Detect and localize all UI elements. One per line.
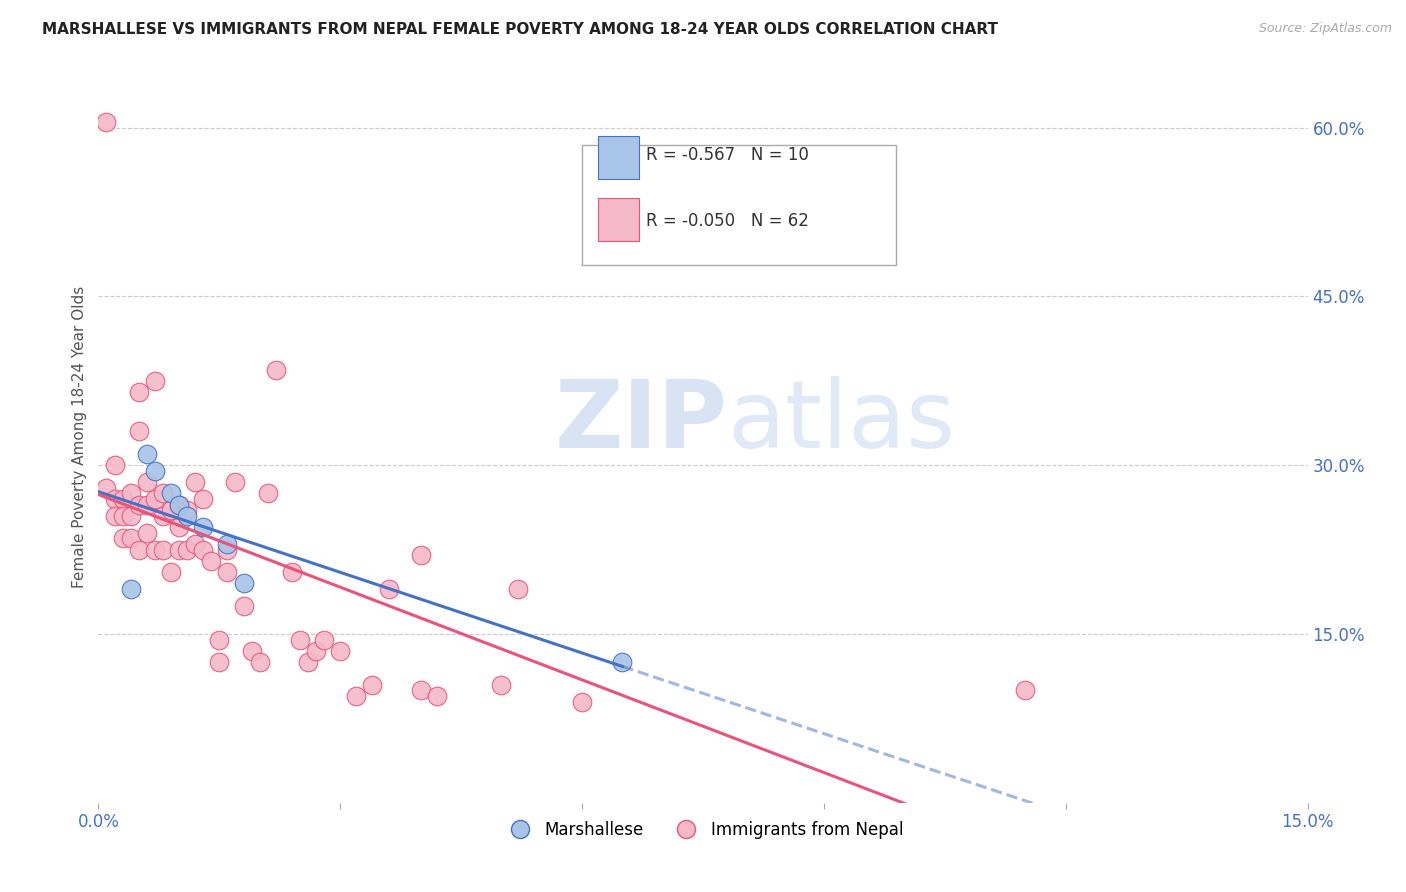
Point <box>128 385 150 400</box>
Text: Source: ZipAtlas.com: Source: ZipAtlas.com <box>1258 22 1392 36</box>
Point <box>232 576 254 591</box>
Point <box>240 644 263 658</box>
Point <box>217 542 239 557</box>
Point <box>184 475 207 489</box>
Point <box>200 554 222 568</box>
Point <box>506 582 529 596</box>
Point <box>135 525 157 540</box>
Point <box>217 565 239 579</box>
Point <box>128 542 150 557</box>
Point <box>160 565 183 579</box>
Point <box>167 498 190 512</box>
Point <box>135 498 157 512</box>
Text: ZIP: ZIP <box>554 376 727 468</box>
Point <box>208 632 231 647</box>
Point <box>152 508 174 523</box>
Point <box>288 632 311 647</box>
Point <box>176 503 198 517</box>
Point <box>143 542 166 557</box>
Point <box>96 481 118 495</box>
Point <box>224 475 246 489</box>
Point <box>111 491 134 506</box>
Point <box>426 689 449 703</box>
Point <box>128 498 150 512</box>
Point <box>152 486 174 500</box>
Legend: Marshallese, Immigrants from Nepal: Marshallese, Immigrants from Nepal <box>496 814 910 846</box>
Point <box>167 542 190 557</box>
Point <box>409 548 432 562</box>
Point <box>314 632 336 647</box>
Point <box>208 655 231 669</box>
Point <box>152 542 174 557</box>
Point <box>264 362 287 376</box>
Text: atlas: atlas <box>727 376 956 468</box>
Point <box>281 565 304 579</box>
Point <box>344 689 367 703</box>
Point <box>329 644 352 658</box>
Point <box>120 532 142 546</box>
Point <box>217 537 239 551</box>
Point <box>128 425 150 439</box>
Y-axis label: Female Poverty Among 18-24 Year Olds: Female Poverty Among 18-24 Year Olds <box>72 286 87 588</box>
Point <box>305 644 328 658</box>
Point <box>135 475 157 489</box>
FancyBboxPatch shape <box>598 136 638 179</box>
Point <box>612 655 634 669</box>
Point <box>103 508 125 523</box>
Point <box>491 678 513 692</box>
Point <box>571 694 593 708</box>
Point <box>143 491 166 506</box>
Point <box>361 678 384 692</box>
Point <box>249 655 271 669</box>
Point <box>1014 683 1036 698</box>
Point <box>160 503 183 517</box>
Point <box>143 374 166 388</box>
FancyBboxPatch shape <box>598 198 638 241</box>
Point <box>120 486 142 500</box>
Point <box>143 464 166 478</box>
Point <box>96 115 118 129</box>
Point <box>167 498 190 512</box>
Point <box>160 486 183 500</box>
Point <box>120 508 142 523</box>
Point <box>176 508 198 523</box>
Point <box>103 458 125 473</box>
Point <box>135 447 157 461</box>
Text: R = -0.567   N = 10: R = -0.567 N = 10 <box>647 146 808 164</box>
Point <box>167 520 190 534</box>
Text: R = -0.050   N = 62: R = -0.050 N = 62 <box>647 212 808 230</box>
Point <box>111 532 134 546</box>
Point <box>297 655 319 669</box>
Point <box>409 683 432 698</box>
FancyBboxPatch shape <box>582 145 897 265</box>
Point <box>193 491 215 506</box>
Point <box>193 542 215 557</box>
Point <box>377 582 399 596</box>
Point <box>232 599 254 613</box>
Point <box>111 508 134 523</box>
Point <box>176 542 198 557</box>
Text: MARSHALLESE VS IMMIGRANTS FROM NEPAL FEMALE POVERTY AMONG 18-24 YEAR OLDS CORREL: MARSHALLESE VS IMMIGRANTS FROM NEPAL FEM… <box>42 22 998 37</box>
Point <box>184 537 207 551</box>
Point <box>193 520 215 534</box>
Point <box>256 486 278 500</box>
Point <box>120 582 142 596</box>
Point <box>103 491 125 506</box>
